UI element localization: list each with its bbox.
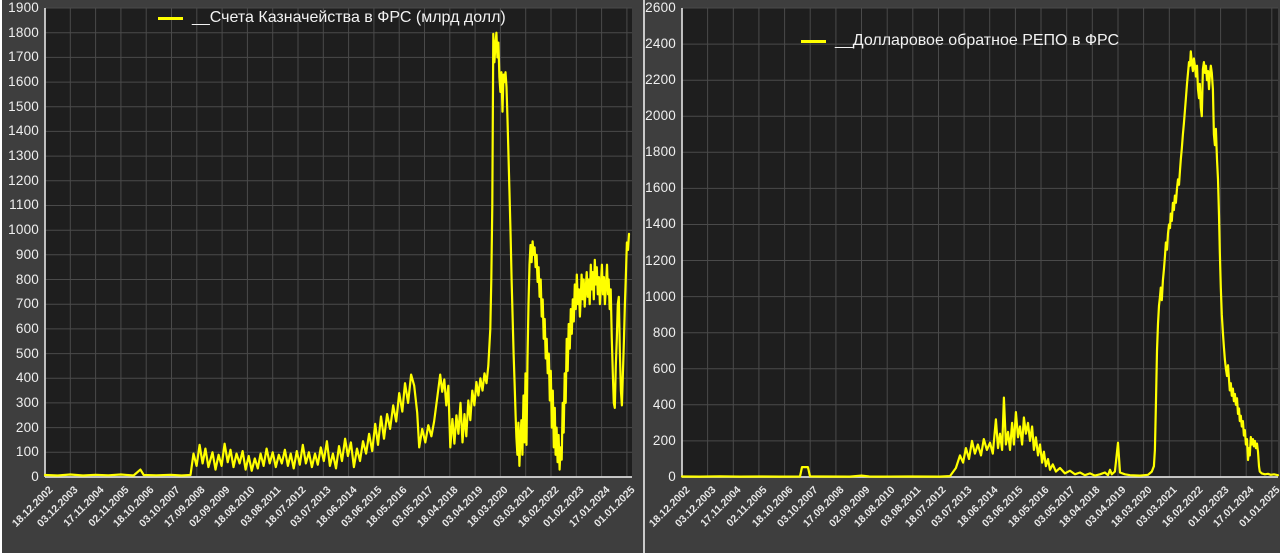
y-tick-label: 500 [15,346,39,361]
y-tick-label: 0 [31,469,39,484]
axis-lines [44,8,632,478]
y-tick-label: 2200 [645,72,676,87]
panel-divider [643,0,645,553]
y-tick-label: 1000 [645,289,676,304]
reverse-repo-chart-plot [680,7,1280,478]
reverse-repo-legend: __Долларовое обратное РЕПО в ФРС [801,32,1119,50]
y-tick-label: 400 [652,397,676,412]
y-tick-label: 1900 [8,0,39,15]
y-tick-label: 100 [15,444,39,459]
y-tick-label: 1200 [8,173,39,188]
window-left-border [0,0,2,553]
y-tick-label: 1400 [645,216,676,231]
chart-panel-reverse-repo: 0 200 400 600 800 1000 1200 1400 1600 1800 2000 220… [645,0,1280,553]
y-tick-label: 300 [15,395,39,410]
y-tick-label: 1600 [645,180,676,195]
y-tick-label: 1700 [8,49,39,64]
y-tick-label: 900 [15,247,39,262]
y-tick-label: 1100 [9,197,39,212]
y-tick-label: 200 [15,420,39,435]
y-tick-label: 800 [15,272,39,287]
series-line [680,50,1280,478]
treasury-legend: __Счета Казначейства в ФРС (млрд долл) [158,9,506,27]
y-tick-label: 2400 [645,36,676,51]
chart-panel-treasury-fed: 0 100 200 300 400 500 600 700 800 900 1000 1100 1200… [2,0,643,553]
plot-area [45,8,632,477]
y-tick-label: 700 [15,296,39,311]
y-tick-label: 600 [15,321,39,336]
y-tick-label: 1400 [8,123,39,138]
y-tick-label: 1800 [645,144,676,159]
y-tick-label: 1200 [645,253,676,268]
y-tick-label: 1500 [8,99,39,114]
treasury-chart-plot [43,7,632,478]
legend-line-icon [158,16,183,20]
y-tick-label: 1800 [8,25,39,40]
treasury-legend-label: __Счета Казначейства в ФРС (млрд долл) [192,9,506,26]
legend-line-icon [801,39,826,43]
y-tick-label: 800 [652,325,676,340]
reverse-repo-legend-label: __Долларовое обратное РЕПО в ФРС [835,32,1120,49]
plot-area [682,8,1278,477]
y-tick-label: 1600 [8,74,39,89]
y-tick-label: 400 [15,370,39,385]
series-line [43,31,631,477]
y-tick-label: 0 [668,469,676,484]
y-tick-label: 2000 [645,108,676,123]
y-tick-label: 2600 [645,0,676,15]
y-tick-label: 200 [652,433,676,448]
y-tick-label: 1300 [8,148,39,163]
y-tick-label: 600 [652,361,676,376]
y-tick-label: 1000 [8,222,39,237]
